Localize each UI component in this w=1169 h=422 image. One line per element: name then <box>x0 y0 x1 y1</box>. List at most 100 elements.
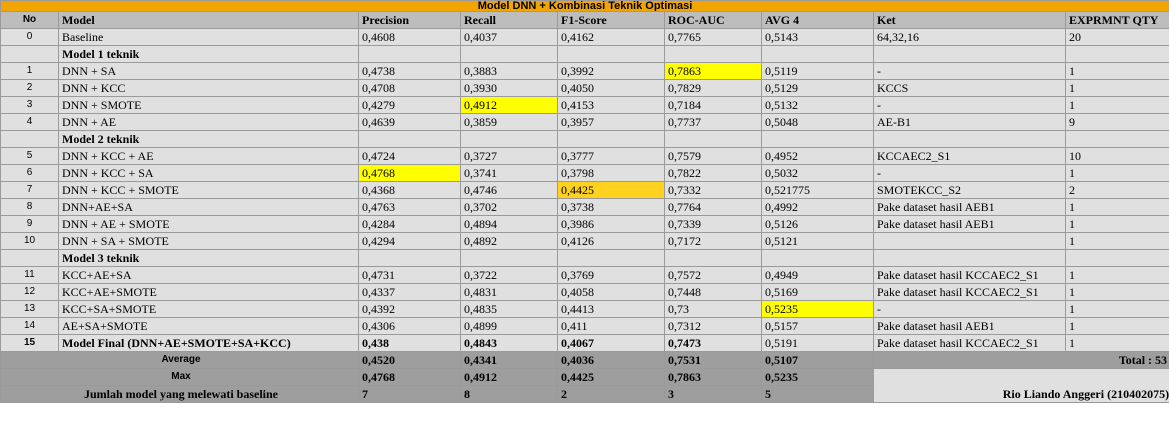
cell-f1: 0,4162 <box>557 28 665 46</box>
cell-ket: 64,32,16 <box>873 28 1066 46</box>
cell-no: 11 <box>0 266 59 284</box>
table-row-final: 15 Model Final (DNN+AE+SMOTE+SA+KCC) 0,4… <box>0 334 1169 352</box>
cell-avg4: 0,5132 <box>761 96 874 114</box>
cell-rocauc: 0,73 <box>664 300 762 318</box>
cell-no: 9 <box>0 215 59 233</box>
average-precision: 0,4520 <box>358 351 461 369</box>
cell-f1: 0,3986 <box>557 215 665 233</box>
section-row: Model 3 teknik <box>0 249 1169 267</box>
cell-no: 13 <box>0 300 59 318</box>
author-name: Rio Liando Anggeri (210402075) <box>872 368 1169 403</box>
section-label: Model 3 teknik <box>58 249 359 267</box>
cell-qty: 1 <box>1064 300 1169 318</box>
count-row: Jumlah model yang melewati baseline 7 8 … <box>0 385 1169 403</box>
cell-recall: 0,3930 <box>460 79 558 97</box>
cell-ket: Pake dataset hasil KCCAEC2_S1 <box>873 334 1066 352</box>
cell-avg4: 0,521775 <box>761 181 874 199</box>
cell-ket: - <box>873 96 1066 114</box>
section-label: Model 1 teknik <box>58 45 359 63</box>
cell-precision: 0,4731 <box>358 266 461 284</box>
average-avg4: 0,5107 <box>761 351 874 369</box>
cell-rocauc: 0,7737 <box>664 113 762 131</box>
cell-avg4: 0,5191 <box>761 334 874 352</box>
header-model: Model <box>58 11 359 29</box>
section-row: Model 1 teknik <box>0 45 1169 63</box>
header-qty: EXPRMNT QTY <box>1064 11 1169 29</box>
cell-recall: 0,3722 <box>460 266 558 284</box>
max-row: Max 0,4768 0,4912 0,4425 0,7863 0,5235 R… <box>0 368 1169 403</box>
count-recall: 8 <box>460 385 558 403</box>
cell-qty: 1 <box>1064 79 1169 97</box>
cell-rocauc: 0,7572 <box>664 266 762 284</box>
max-rocauc: 0,7863 <box>664 368 762 386</box>
cell-recall: 0,4843 <box>460 334 558 352</box>
cell-precision: 0,4306 <box>358 317 461 335</box>
cell-model: DNN + KCC + SMOTE <box>58 181 359 199</box>
cell-no: 5 <box>0 147 59 165</box>
cell-ket: - <box>873 62 1066 80</box>
cell-qty: 1 <box>1064 232 1169 250</box>
cell-recall: 0,3883 <box>460 62 558 80</box>
max-f1: 0,4425 <box>557 368 665 386</box>
cell-recall: 0,3727 <box>460 147 558 165</box>
average-f1: 0,4036 <box>557 351 665 369</box>
cell-no: 1 <box>0 62 59 80</box>
cell-ket: KCCS <box>873 79 1066 97</box>
cell-ket: Pake dataset hasil KCCAEC2_S1 <box>873 266 1066 284</box>
cell-f1: 0,4050 <box>557 79 665 97</box>
cell-precision: 0,438 <box>358 334 461 352</box>
cell-ket: Pake dataset hasil AEB1 <box>873 215 1066 233</box>
table-row: 4 DNN + AE 0,4639 0,3859 0,3957 0,7737 0… <box>0 113 1169 131</box>
table-row: 1 DNN + SA 0,4738 0,3883 0,3992 0,7863 0… <box>0 62 1169 80</box>
header-avg4: AVG 4 <box>761 11 874 29</box>
header-row: No Model Precision Recall F1-Score ROC-A… <box>0 11 1169 29</box>
cell-precision: 0,4763 <box>358 198 461 216</box>
cell-no: 0 <box>0 28 59 46</box>
cell-no: 6 <box>0 164 59 182</box>
cell-precision: 0,4337 <box>358 283 461 301</box>
cell-ket <box>873 232 1066 250</box>
cell-model: DNN + SMOTE <box>58 96 359 114</box>
cell-model: AE+SA+SMOTE <box>58 317 359 335</box>
cell-no: 7 <box>0 181 59 199</box>
average-rocauc: 0,7531 <box>664 351 762 369</box>
average-label: Average <box>0 351 359 369</box>
cell-recall: 0,4894 <box>460 215 558 233</box>
cell-f1: 0,4067 <box>557 334 665 352</box>
average-row: Average 0,4520 0,4341 0,4036 0,7531 0,51… <box>0 351 1169 369</box>
cell-precision: 0,4392 <box>358 300 461 318</box>
table-row: 14 AE+SA+SMOTE 0,4306 0,4899 0,411 0,731… <box>0 317 1169 335</box>
cell-rocauc: 0,7312 <box>664 317 762 335</box>
results-table: Model DNN + Kombinasi Teknik Optimasi No… <box>0 0 1169 403</box>
cell-rocauc: 0,7765 <box>664 28 762 46</box>
cell-ket: SMOTEKCC_S2 <box>873 181 1066 199</box>
cell-qty: 1 <box>1064 96 1169 114</box>
table-title: Model DNN + Kombinasi Teknik Optimasi <box>0 0 1169 12</box>
cell-precision: 0,4608 <box>358 28 461 46</box>
cell-precision: 0,4708 <box>358 79 461 97</box>
cell-avg4: 0,5048 <box>761 113 874 131</box>
cell-model: DNN + KCC <box>58 79 359 97</box>
table-row: 2 DNN + KCC 0,4708 0,3930 0,4050 0,7829 … <box>0 79 1169 97</box>
cell-rocauc: 0,7172 <box>664 232 762 250</box>
cell-no: 4 <box>0 113 59 131</box>
cell-ket: Pake dataset hasil KCCAEC2_S1 <box>873 283 1066 301</box>
cell-avg4: 0,5157 <box>761 317 874 335</box>
cell-avg4: 0,5169 <box>761 283 874 301</box>
title-row: Model DNN + Kombinasi Teknik Optimasi <box>0 0 1169 12</box>
table-row: 5 DNN + KCC + AE 0,4724 0,3727 0,3777 0,… <box>0 147 1169 165</box>
table-row: 10 DNN + SA + SMOTE 0,4294 0,4892 0,4126… <box>0 232 1169 250</box>
cell-qty: 1 <box>1064 164 1169 182</box>
count-avg4: 5 <box>761 385 874 403</box>
cell-rocauc: 0,7473 <box>664 334 762 352</box>
cell-avg4-highlight: 0,5235 <box>761 300 874 318</box>
cell-rocauc: 0,7339 <box>664 215 762 233</box>
cell-f1: 0,4058 <box>557 283 665 301</box>
cell-qty: 1 <box>1064 283 1169 301</box>
cell-qty: 9 <box>1064 113 1169 131</box>
cell-model: KCC+AE+SMOTE <box>58 283 359 301</box>
cell-f1: 0,3777 <box>557 147 665 165</box>
cell-f1: 0,4413 <box>557 300 665 318</box>
cell-recall: 0,4746 <box>460 181 558 199</box>
cell-precision-highlight: 0,4768 <box>358 164 461 182</box>
